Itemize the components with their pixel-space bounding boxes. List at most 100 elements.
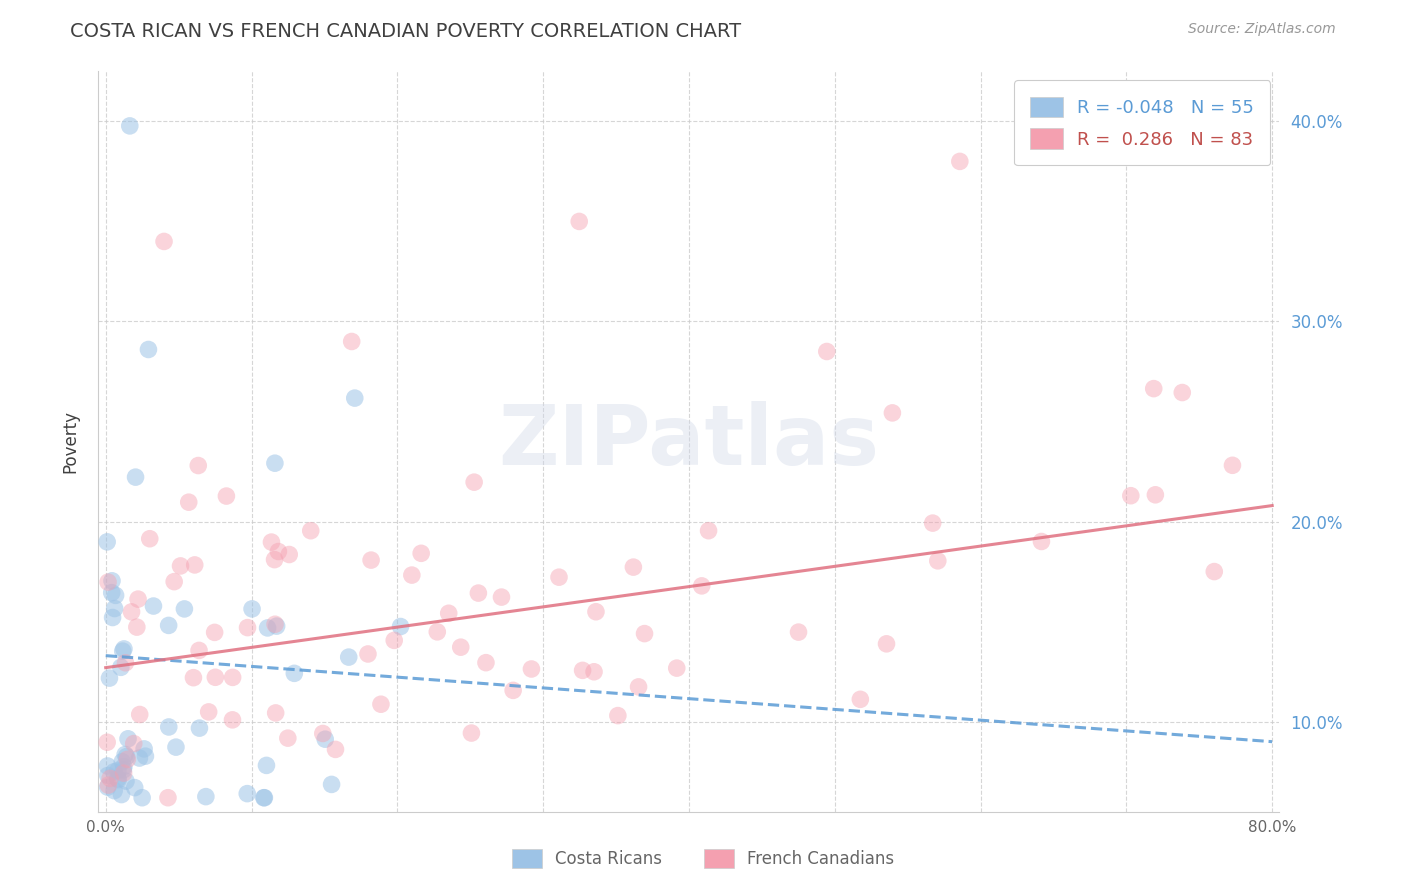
Point [1119,489,1142,503]
Point [221,670,243,684]
Point [183,671,205,685]
Point [97,778,120,792]
Point [548,570,571,584]
Point [240,602,263,616]
Point [264,456,287,470]
Point [1171,385,1194,400]
Point [690,579,713,593]
Point [520,662,543,676]
Point [921,516,943,530]
Point [949,154,972,169]
Point [236,621,259,635]
Point [665,661,688,675]
Point [188,643,211,657]
Legend: Costa Ricans, French Canadians: Costa Ricans, French Canadians [505,842,901,875]
Point [177,495,200,509]
Point [173,602,195,616]
Point [97,780,120,794]
Point [426,624,449,639]
Point [169,558,191,573]
Point [321,777,343,791]
Point [112,763,135,777]
Point [266,619,288,633]
Point [460,726,482,740]
Point [157,618,180,632]
Point [112,759,135,773]
Point [337,650,360,665]
Point [104,588,127,602]
Point [101,610,124,624]
Point [260,535,283,549]
Point [450,640,472,655]
Point [815,344,838,359]
Point [127,592,149,607]
Point [101,574,124,588]
Point [299,524,322,538]
Point [115,774,138,789]
Point [263,552,285,566]
Point [360,553,382,567]
Point [343,391,366,405]
Point [112,642,135,657]
Point [585,605,607,619]
Point [131,790,153,805]
Point [96,735,118,749]
Point [139,532,162,546]
Point [104,601,127,615]
Point [463,475,485,490]
Point [97,575,120,590]
Point [124,470,146,484]
Point [583,665,606,679]
Text: Source: ZipAtlas.com: Source: ZipAtlas.com [1188,22,1336,37]
Point [124,780,146,795]
Point [100,585,122,599]
Point [97,768,120,782]
Point [122,737,145,751]
Point [115,749,138,764]
Point [114,747,136,762]
Point [606,708,628,723]
Point [787,625,810,640]
Point [110,660,132,674]
Point [111,644,134,658]
Point [157,720,180,734]
Point [411,546,433,560]
Point [112,766,135,780]
Point [156,790,179,805]
Point [204,670,226,684]
Point [256,758,278,772]
Point [389,619,412,633]
Point [849,692,872,706]
Point [134,749,156,764]
Point [114,656,136,670]
Point [111,755,134,769]
Point [103,783,125,797]
Text: ZIPatlas: ZIPatlas [499,401,879,482]
Point [401,568,423,582]
Point [117,731,139,746]
Point [236,787,259,801]
Point [267,544,290,558]
Point [882,406,904,420]
Point [927,554,949,568]
Point [138,343,160,357]
Point [253,790,276,805]
Point [1204,565,1226,579]
Point [1031,534,1053,549]
Point [633,626,655,640]
Point [142,599,165,613]
Point [134,742,156,756]
Point [215,489,238,503]
Point [314,732,336,747]
Point [697,524,720,538]
Point [491,590,513,604]
Point [153,235,176,249]
Point [197,705,219,719]
Point [221,713,243,727]
Point [96,759,118,773]
Point [571,664,593,678]
Point [107,772,129,787]
Point [117,752,139,766]
Point [312,726,335,740]
Point [278,548,301,562]
